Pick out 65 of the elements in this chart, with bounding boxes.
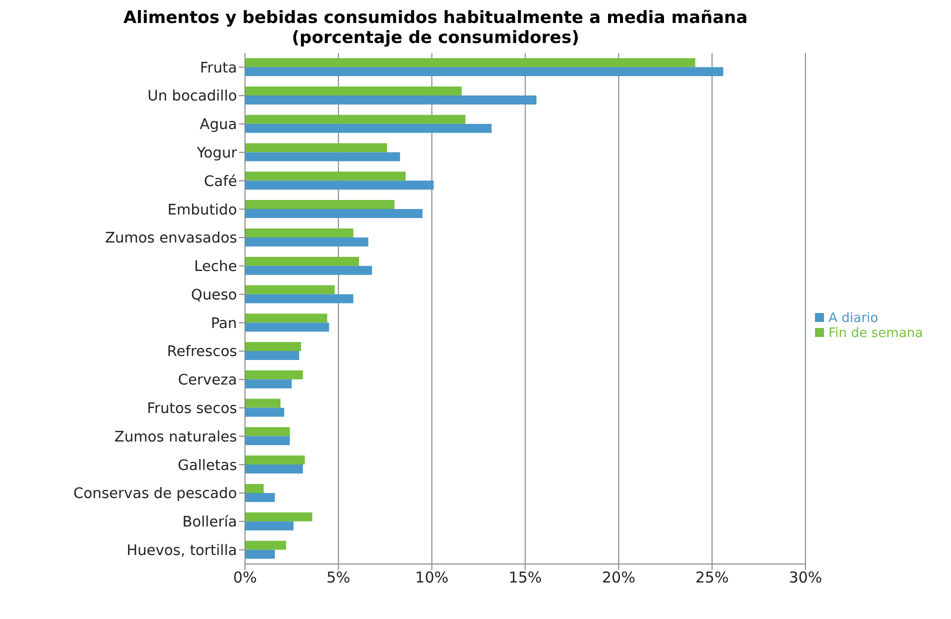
y-tick-label: Refrescos (167, 344, 237, 360)
y-tick-label: Galletas (178, 458, 237, 474)
bar (245, 550, 275, 559)
bar (245, 294, 354, 304)
bar (245, 67, 724, 76)
y-tick-label: Un bocadillo (147, 88, 238, 105)
y-tick-label: Agua (200, 117, 237, 134)
y-tick-label: Cerveza (178, 372, 237, 389)
y-tick-label: Zumos naturales (114, 429, 237, 446)
y-tick-label: Café (204, 174, 238, 190)
bar (245, 342, 302, 351)
x-tick-label: 20% (602, 568, 636, 587)
bar (245, 436, 290, 446)
bar (245, 58, 696, 68)
bar (245, 512, 312, 522)
bar (245, 379, 292, 388)
bar (245, 285, 335, 294)
y-tick-label: Bollería (182, 514, 237, 531)
y-tick-label: Fruta (200, 60, 237, 76)
y-tick-label: Pan (210, 316, 237, 332)
bar (245, 408, 284, 417)
bar (245, 180, 434, 190)
x-tick-label: 15% (508, 568, 542, 587)
bar (245, 314, 328, 323)
bar (245, 370, 303, 380)
bar (245, 86, 462, 96)
x-tick-label: 25% (695, 568, 729, 587)
y-tick-label: Zumos envasados (105, 230, 237, 247)
x-tick-label: 0% (233, 568, 257, 587)
bar (245, 96, 536, 104)
bar (245, 540, 286, 550)
y-tick-label: Leche (194, 259, 238, 276)
bar (245, 124, 492, 133)
legend-label: Fin de semana (828, 326, 923, 340)
chart-subtitle: (porcentaje de consumidores) (290, 28, 580, 48)
bar (245, 427, 290, 436)
bar (245, 143, 387, 152)
legend-label: A diario (828, 310, 878, 326)
bar (245, 464, 303, 474)
bar (245, 484, 264, 493)
bar (245, 237, 368, 246)
bar (245, 172, 406, 181)
chart-title: Alimentos y bebidas consumidos habitualmente a media mañana (122, 8, 749, 28)
bar (245, 256, 359, 266)
bar (245, 266, 372, 275)
bar (245, 456, 305, 465)
bar (245, 200, 394, 210)
bar (245, 492, 275, 502)
bar (245, 228, 354, 238)
y-tick-label: Embutido (168, 202, 238, 218)
bar (245, 351, 300, 360)
y-tick-label: Frutos secos (146, 401, 237, 418)
bar (245, 398, 280, 408)
x-tick-label: 5% (326, 568, 350, 587)
x-tick-label: 30% (788, 568, 822, 587)
y-tick-label: Yogur (196, 146, 238, 162)
y-tick-label: Huevos, tortilla (126, 542, 237, 559)
bar (245, 152, 400, 162)
x-tick-label: 10% (415, 568, 448, 587)
bar (245, 322, 330, 332)
bar (245, 114, 466, 124)
bar (245, 521, 294, 530)
y-tick-label: Queso (191, 287, 238, 304)
bar (245, 209, 422, 218)
y-tick-label: Conservas de pescado (73, 486, 238, 502)
